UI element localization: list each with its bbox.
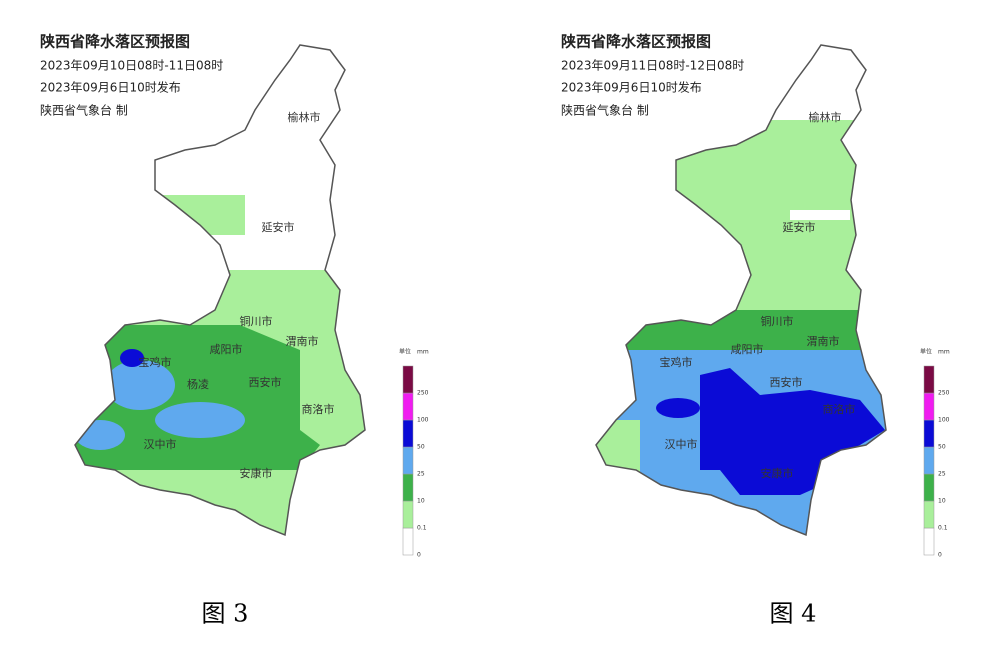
legend-swatch — [402, 473, 414, 502]
content: 陕西省降水落区预报图 2023年09月10日08时-11日08时 2023年09月6… — [40, 33, 950, 628]
map-title: 陕西省降水落区预报图 — [40, 33, 190, 51]
legend-tick-label: 50 — [417, 444, 425, 451]
legend-tick-label: 100 — [417, 417, 429, 424]
city-label: 榆林市 — [809, 110, 842, 124]
city-label: 西安市 — [770, 375, 803, 389]
figure-caption: 图 4 — [770, 600, 817, 628]
city-label: 咸阳市 — [210, 342, 243, 356]
legend-swatch — [923, 527, 935, 556]
legend-swatch — [923, 392, 935, 421]
legend-swatch — [402, 365, 414, 394]
legend-tick-label: 25 — [417, 471, 425, 478]
valid-time: 2023年09月11日08时-12日08时 — [561, 59, 744, 73]
legend-tick-label: 0.1 — [417, 525, 427, 532]
legend-swatch — [923, 473, 935, 502]
figure-caption: 图 3 — [202, 600, 249, 628]
city-label: 咸阳市 — [731, 342, 764, 356]
city-label: 杨凌 — [187, 377, 209, 391]
legend-unit-label: 单位 — [399, 348, 411, 356]
legend-swatch — [402, 446, 414, 475]
city-label: 西安市 — [249, 375, 282, 389]
city-label: 宝鸡市 — [139, 355, 172, 369]
legend-swatch — [923, 446, 935, 475]
city-label: 渭南市 — [286, 334, 319, 348]
legend-tick-label: 10 — [417, 498, 425, 505]
legend-swatch — [402, 527, 414, 556]
legend-tick-label: 10 — [938, 498, 946, 505]
city-label: 延安市 — [783, 220, 816, 234]
map-title: 陕西省降水落区预报图 — [561, 33, 711, 51]
city-label: 铜川市 — [761, 314, 794, 328]
legend-swatch — [923, 419, 935, 448]
agency: 陕西省气象台 制 — [561, 103, 649, 118]
legend-tick-label: 250 — [417, 390, 429, 397]
legend-tick-label: 100 — [938, 417, 950, 424]
legend-swatch — [402, 419, 414, 448]
legend-swatch — [923, 500, 935, 529]
city-label: 渭南市 — [807, 334, 840, 348]
legend-tick-label: 0 — [417, 552, 421, 559]
city-label: 商洛市 — [823, 402, 856, 416]
agency: 陕西省气象台 制 — [40, 103, 128, 118]
legend-tick-label: 0 — [938, 552, 942, 559]
city-label: 延安市 — [262, 220, 295, 234]
city-label: 汉中市 — [665, 437, 698, 451]
legend-tick-label: 50 — [938, 444, 946, 451]
city-label: 安康市 — [240, 466, 273, 480]
city-label: 商洛市 — [302, 402, 335, 416]
issued-time: 2023年09月6日10时发布 — [561, 80, 702, 95]
legend-unit: mm — [938, 349, 950, 356]
legend-unit: mm — [417, 349, 429, 356]
legend-tick-label: 0.1 — [938, 525, 948, 532]
city-label: 铜川市 — [240, 314, 273, 328]
city-label: 榆林市 — [288, 110, 321, 124]
legend-unit-label: 单位 — [920, 348, 932, 356]
city-label: 汉中市 — [144, 437, 177, 451]
city-label: 安康市 — [761, 466, 794, 480]
legend-tick-label: 250 — [938, 390, 950, 397]
issued-time: 2023年09月6日10时发布 — [40, 80, 181, 95]
city-label: 宝鸡市 — [660, 355, 693, 369]
valid-time: 2023年09月10日08时-11日08时 — [40, 59, 223, 73]
legend-swatch — [402, 392, 414, 421]
legend-swatch — [923, 365, 935, 394]
legend-tick-label: 25 — [938, 471, 946, 478]
legend-swatch — [402, 500, 414, 529]
